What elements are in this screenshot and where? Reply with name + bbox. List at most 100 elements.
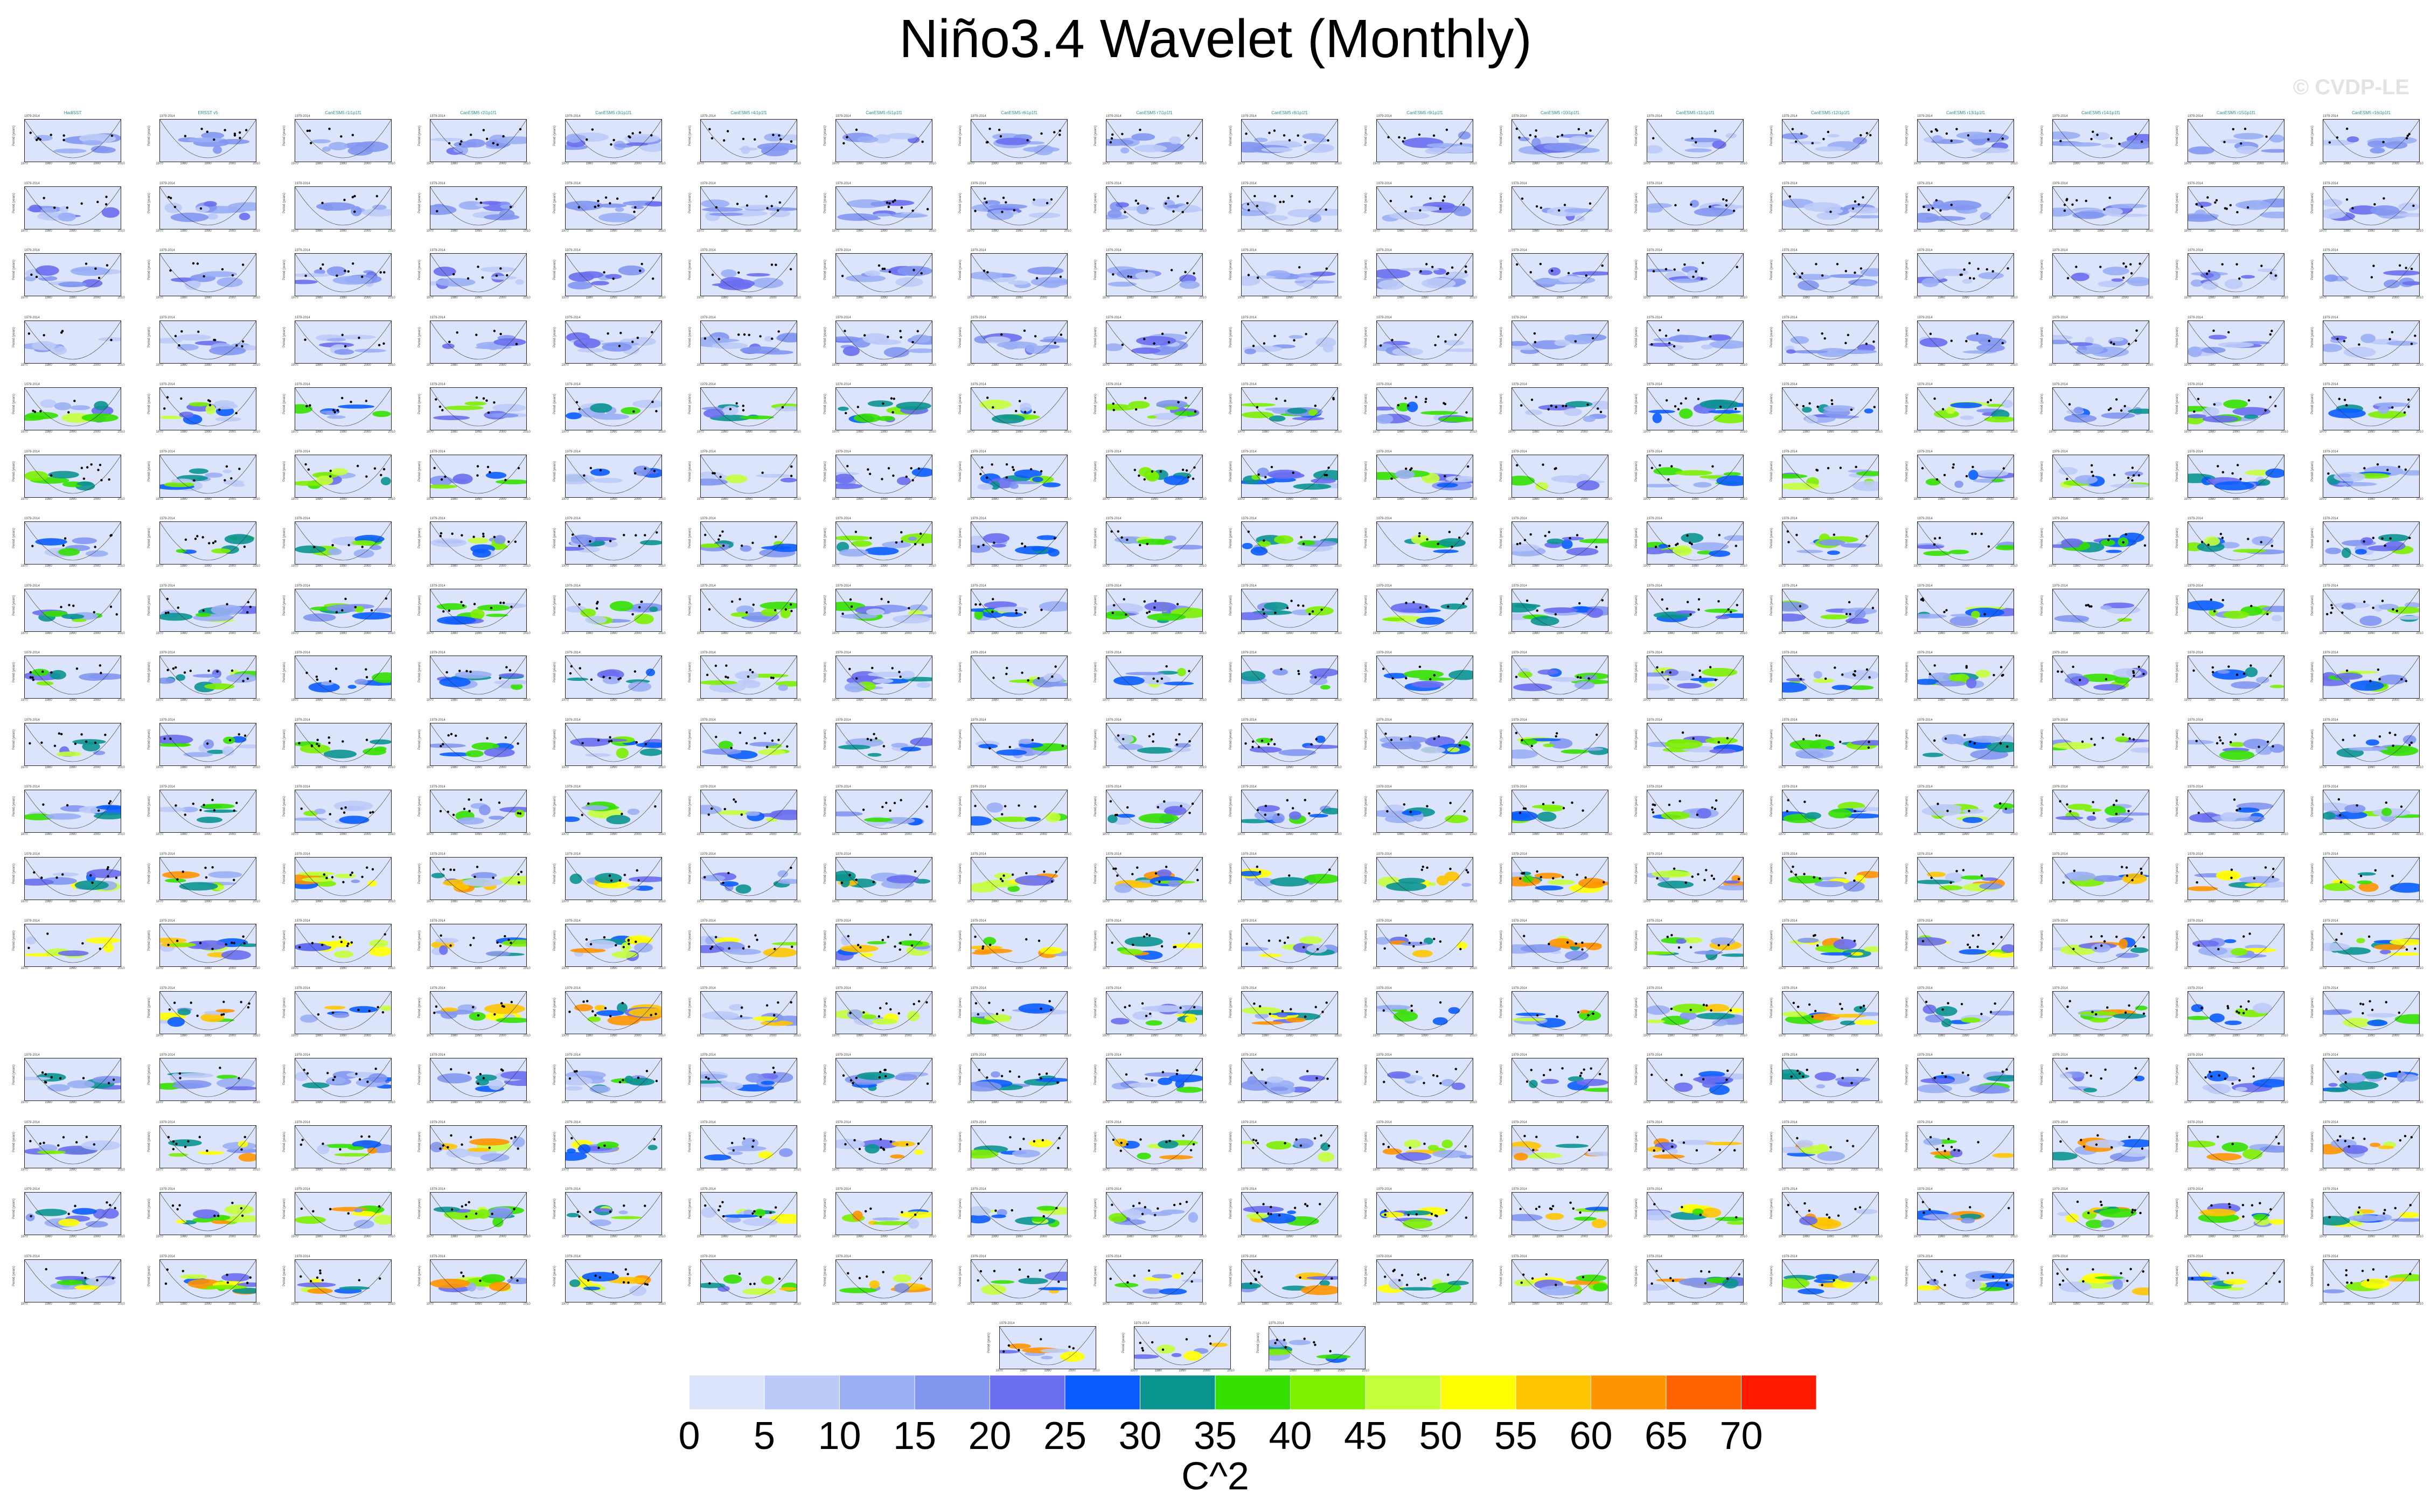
x-tick-label: 1990 [880,497,888,501]
wavelet-panel: 1979-2014 Period (years) 1970 1980 1990 2000 2… [2171,647,2288,707]
significance-dot [2068,403,2071,406]
x-tick-label: 1970 [1102,497,1110,501]
significance-dot [304,463,307,465]
significance-dot [233,134,236,137]
x-tick-label: 1990 [2097,296,2105,299]
power-contour [1950,402,1982,408]
significance-dot [2386,468,2389,471]
x-tick-label: 1970 [832,162,839,165]
wavelet-power-plot [700,454,797,498]
power-contour [326,415,346,419]
x-tick-label: 1990 [2097,699,2105,702]
power-contour [2052,131,2080,140]
significance-dot [1398,136,1401,139]
power-contour [1001,611,1023,617]
panel-y-axis-label: Period (years) [1499,595,1503,616]
significance-dot [335,667,338,670]
x-tick-label: 1980 [1802,229,1810,233]
significance-dot [586,138,588,141]
panel-year-range: 1979-2014 [971,450,986,454]
panel-title: CanESM5 r8i1p1f1 [1271,110,1308,115]
significance-dot [998,128,1001,131]
power-contour [2217,670,2230,674]
wavelet-panel: 1979-2014 Period (years) 1970 1980 1990 2000 2… [8,513,125,573]
panel-y-axis-label: Period (years) [2175,595,2179,616]
power-contour [908,536,917,541]
x-tick-label: 1990 [204,229,212,233]
panel-title: CanESM5 r12i1p1f1 [1810,110,1850,115]
significance-dot [1120,536,1123,539]
significance-dot [202,609,205,612]
power-contour [839,548,869,557]
significance-dot [2269,674,2272,677]
wavelet-power-plot [1241,656,1338,699]
x-tick-label: 1970 [696,363,704,367]
significance-dot [1690,203,1692,206]
power-contour [700,543,722,548]
significance-dot [1950,339,1953,342]
x-tick-label: 1990 [2232,565,2240,568]
significance-dot [1273,194,1277,197]
significance-dot [2002,673,2004,677]
significance-dot [2235,263,2238,266]
significance-dot [1151,470,1154,473]
panel-y-axis-label: Period (years) [2310,528,2314,548]
significance-dot [1109,141,1112,144]
panel-year-range: 1979-2014 [24,383,40,386]
x-tick-label: 1990 [1286,631,1293,635]
significance-dot [1515,675,1518,678]
x-tick-label: 2000 [1175,631,1182,635]
significance-dot [1187,134,1190,137]
panel-year-range: 1979-2014 [1241,383,1257,386]
significance-dot [2343,339,2346,342]
significance-dot [66,206,68,209]
significance-dot [1000,333,1003,336]
wavelet-power-plot [2188,320,2284,364]
power-contour [712,342,748,349]
significance-dot [739,597,741,601]
power-contour [320,410,335,414]
x-tick-label: 2010 [2146,497,2153,501]
wavelet-power-plot [971,320,1068,364]
significance-dot [770,263,774,266]
wavelet-panel: 1979-2014 Period (years) 1970 1980 1990 2000 2… [278,714,395,775]
panel-y-axis-label: Period (years) [1364,394,1368,414]
x-tick-label: 2010 [2281,296,2288,299]
panel-year-range: 1979-2014 [971,316,986,319]
wavelet-panel: 1979-2014 Period (years) 1970 1980 1990 2000 2… [1360,312,1477,372]
x-tick-label: 1980 [2343,497,2351,501]
power-contour [1395,469,1415,479]
x-tick-label: 2010 [2416,162,2423,165]
power-contour [2367,141,2387,148]
panel-y-axis-label: Period (years) [2040,126,2044,146]
panel-y-axis-label: Period (years) [1770,260,1773,280]
power-contour [1241,210,1269,216]
x-tick-label: 2010 [1740,565,1747,568]
significance-dot [2135,329,2138,332]
significance-dot [730,600,734,603]
wavelet-power-plot [295,588,392,632]
x-tick-label: 2000 [1716,699,1723,702]
panel-y-axis-label: Period (years) [282,528,286,548]
significance-dot [2124,533,2127,536]
x-tick-label: 2000 [2121,162,2129,165]
significance-dot [486,465,490,468]
significance-dot [2206,196,2209,199]
panel-y-axis-label: Period (years) [1770,192,1773,213]
x-tick-label: 2010 [523,631,531,635]
significance-dot [1320,608,1323,611]
power-contour [454,141,477,148]
wavelet-power-plot [1511,521,1608,565]
wavelet-power-plot [159,722,256,766]
power-contour [566,134,583,143]
x-tick-label: 2010 [1199,430,1207,434]
wavelet-panel: 1979-2014 Period (years) 1970 1980 1990 2000 2… [1495,312,1612,372]
significance-dot [597,204,600,207]
x-tick-label: 1970 [696,296,704,299]
x-tick-label: 1980 [991,497,999,501]
power-contour [892,614,931,623]
significance-dot [775,263,777,266]
panel-y-axis-label: Period (years) [417,260,421,280]
x-tick-label: 1980 [45,631,52,635]
significance-dot [777,738,780,741]
